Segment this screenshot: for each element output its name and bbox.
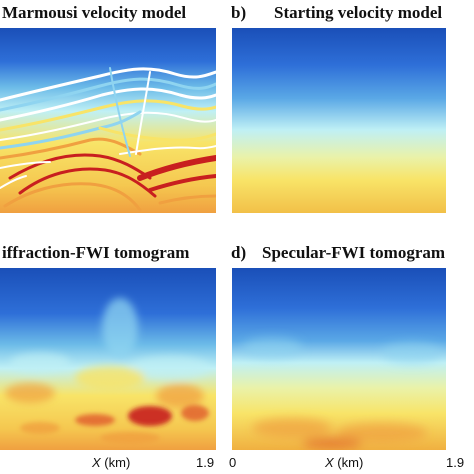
specular-fwi-image <box>232 268 446 450</box>
panel-b-image <box>232 28 446 213</box>
panel-c-title: iffraction-FWI tomogram <box>2 243 190 262</box>
panel-c-image <box>0 268 216 450</box>
right-xlabel-var: X <box>325 455 334 470</box>
panel-a-title: Marmousi velocity model <box>2 3 187 22</box>
panel-b-label: b) <box>231 3 247 22</box>
panel-b-title: Starting velocity model <box>274 3 443 22</box>
right-xmin-tick: 0 <box>229 455 237 470</box>
left-xlabel-unit: (km) <box>104 455 131 470</box>
panel-d-label: d) <box>231 243 247 262</box>
right-xlabel: X (km) <box>325 455 363 470</box>
panel-d-title: Specular-FWI tomogram <box>262 243 446 262</box>
panel-a-image <box>0 28 216 213</box>
right-xlabel-unit: (km) <box>337 455 364 470</box>
left-xlabel-var: X <box>92 455 101 470</box>
starting-velocity-image <box>232 28 446 213</box>
left-xmax-tick: 1.9 <box>196 455 215 470</box>
right-xmax-tick: 1.9 <box>446 455 465 470</box>
panel-d-image <box>232 268 446 450</box>
diffraction-fwi-image <box>0 268 216 450</box>
marmousi-velocity-image <box>0 28 216 213</box>
left-xlabel: X (km) <box>92 455 130 470</box>
